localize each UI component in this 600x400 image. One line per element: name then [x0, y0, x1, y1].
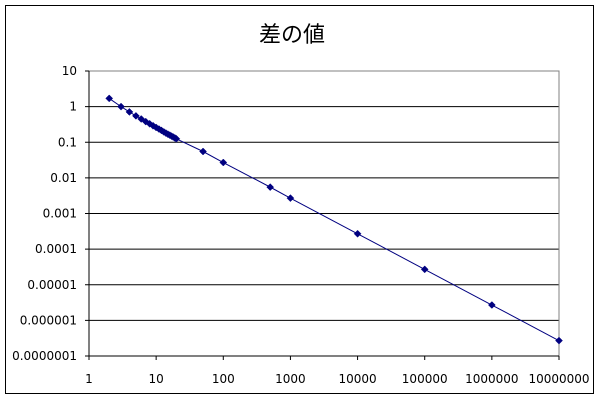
x-tick-label: 10 — [149, 372, 164, 386]
data-point — [105, 94, 114, 103]
y-tick-label: 0.000001 — [20, 313, 77, 327]
x-tick-label: 10000 — [338, 372, 376, 386]
data-point — [353, 229, 362, 238]
y-axis: 10 1 0.1 0.01 0.001 0.0001 0.00001 0.000001 0.00… — [12, 64, 89, 363]
y-tick-label: 1 — [69, 100, 77, 114]
data-point — [117, 102, 125, 111]
data-point — [286, 194, 295, 202]
data-point — [488, 301, 496, 309]
chart-frame — [5, 5, 594, 394]
y-tick-label: 0.0000001 — [12, 349, 77, 363]
data-point — [219, 158, 228, 167]
data-point — [266, 183, 275, 191]
y-tick-label: 10 — [62, 64, 77, 78]
data-point — [145, 119, 154, 128]
data-point — [132, 112, 140, 120]
x-tick-label: 10000000 — [528, 372, 589, 386]
y-tick-label: 0.00001 — [27, 278, 77, 292]
x-tick-label: 1 — [85, 372, 93, 386]
gridlines — [89, 70, 559, 357]
y-tick-label: 0.0001 — [35, 242, 77, 256]
data-point — [125, 108, 134, 116]
data-point — [199, 147, 207, 156]
x-tick-label: 1000000 — [465, 372, 518, 386]
data-point — [172, 134, 181, 143]
x-axis: 1 10 100 1000 10000 100000 1000000 10000000 — [85, 356, 590, 386]
series-points — [105, 94, 563, 345]
x-tick-label: 100000 — [402, 372, 448, 386]
y-tick-label: 0.1 — [58, 135, 77, 149]
chart-title: 差の値 — [259, 23, 325, 48]
y-tick-label: 0.001 — [43, 207, 77, 221]
data-point — [420, 265, 429, 274]
x-tick-label: 1000 — [275, 372, 306, 386]
x-tick-label: 100 — [212, 372, 235, 386]
y-tick-label: 0.01 — [50, 171, 77, 185]
data-point — [555, 336, 563, 345]
